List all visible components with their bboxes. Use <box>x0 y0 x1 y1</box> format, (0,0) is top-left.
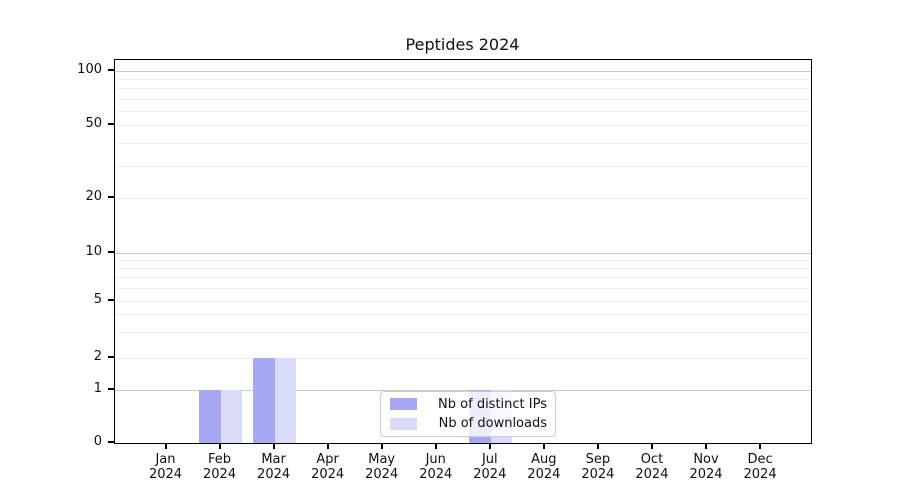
gridline-minor <box>115 332 811 334</box>
gridline-minor <box>115 259 811 261</box>
x-tick-mark <box>542 444 545 449</box>
y-tick-mark <box>108 441 114 443</box>
x-tick-year: 2024 <box>311 467 345 482</box>
gridline-minor <box>115 267 811 269</box>
chart-title: Peptides 2024 <box>405 35 520 54</box>
gridline-minor <box>115 98 811 100</box>
gridline-minor <box>115 165 811 167</box>
x-tick-mark <box>488 444 491 449</box>
gridline-minor <box>115 142 811 144</box>
x-tick-mark <box>759 444 762 449</box>
gridline-major <box>115 389 811 391</box>
y-tick-label: 100 <box>77 61 102 77</box>
y-tick-label: 20 <box>85 188 102 204</box>
gridline-minor <box>115 125 811 127</box>
x-tick-label: Jul 2024 <box>460 452 520 482</box>
legend: Nb of distinct IPs Nb of downloads <box>380 391 556 437</box>
bar-downloads <box>220 389 243 443</box>
gridline-minor <box>115 287 811 289</box>
x-tick-label: Oct 2024 <box>622 452 682 482</box>
y-tick-mark <box>108 195 114 198</box>
x-tick-month: Sep <box>585 452 611 467</box>
legend-item-distinct-ips: Nb of distinct IPs <box>390 396 547 413</box>
x-tick-month: Oct <box>640 452 664 467</box>
y-tick-mark <box>108 68 114 71</box>
y-tick-label: 1 <box>93 380 102 396</box>
x-tick-year: 2024 <box>365 467 399 482</box>
x-tick-mark <box>272 444 275 449</box>
y-tick-label: 0 <box>93 434 102 449</box>
y-tick-label: 50 <box>85 116 102 132</box>
x-tick-month: Mar <box>261 452 286 467</box>
legend-item-downloads: Nb of downloads <box>390 416 547 433</box>
x-tick-label: Apr 2024 <box>298 452 358 482</box>
gridline-minor <box>115 110 811 112</box>
x-tick-month: Nov <box>693 452 719 467</box>
y-tick-mark <box>108 355 114 358</box>
x-tick-mark <box>164 444 167 449</box>
gridline-minor <box>115 300 811 302</box>
x-tick-mark <box>326 444 329 449</box>
x-tick-label: May 2024 <box>352 452 412 482</box>
x-tick-month: Apr <box>316 452 339 467</box>
x-tick-year: 2024 <box>743 467 777 482</box>
x-tick-label: Jan 2024 <box>136 452 196 482</box>
plot-area: Nb of distinct IPs Nb of downloads <box>114 59 812 444</box>
x-tick-year: 2024 <box>148 467 183 482</box>
legend-swatch-distinct-ips <box>390 398 417 411</box>
x-tick-label: Dec 2024 <box>730 452 790 482</box>
gridline-major <box>115 252 811 254</box>
x-tick-year: 2024 <box>689 467 723 482</box>
x-tick-mark <box>380 444 383 449</box>
y-tick-mark <box>108 123 114 126</box>
x-tick-month: Jul <box>481 452 498 467</box>
x-tick-year: 2024 <box>527 467 561 482</box>
x-tick-mark <box>650 444 653 449</box>
gridline-major <box>115 70 811 72</box>
y-tick-label: 10 <box>85 243 102 259</box>
x-tick-year: 2024 <box>581 467 615 482</box>
x-tick-month: Jan <box>155 452 176 467</box>
x-tick-month: May <box>368 452 396 467</box>
legend-swatch-downloads <box>390 417 417 430</box>
y-tick-label: 5 <box>93 291 102 307</box>
x-tick-mark <box>434 444 437 449</box>
x-tick-label: Nov 2024 <box>676 452 736 482</box>
x-tick-label: Aug 2024 <box>514 452 574 482</box>
x-tick-mark <box>218 444 221 449</box>
x-tick-mark <box>596 444 599 449</box>
y-tick-mark <box>108 387 114 390</box>
bar-distinct-ips <box>253 357 275 443</box>
gridline-minor <box>115 357 811 359</box>
gridline-minor <box>115 78 811 80</box>
y-tick-label: 2 <box>93 348 102 364</box>
x-tick-year: 2024 <box>635 467 669 482</box>
bar-distinct-ips <box>199 389 221 443</box>
x-tick-month: Feb <box>208 452 232 467</box>
bar-downloads <box>274 357 297 443</box>
x-tick-year: 2024 <box>419 467 453 482</box>
x-tick-label: Feb 2024 <box>190 452 250 482</box>
x-tick-mark <box>705 444 707 449</box>
x-tick-label: Sep 2024 <box>568 452 628 482</box>
gridline-minor <box>115 277 811 279</box>
x-tick-month: Dec <box>747 452 773 467</box>
x-tick-year: 2024 <box>473 467 507 482</box>
legend-label-downloads: Nb of downloads <box>438 416 547 432</box>
x-tick-month: Jun <box>425 452 446 467</box>
gridline-minor <box>115 314 811 316</box>
legend-label-distinct-ips: Nb of distinct IPs <box>438 396 547 412</box>
gridline-minor <box>115 88 811 90</box>
x-tick-label: Jun 2024 <box>406 452 466 482</box>
x-tick-year: 2024 <box>257 467 291 482</box>
x-tick-year: 2024 <box>203 467 237 482</box>
y-tick-mark <box>108 298 114 301</box>
x-tick-label: Mar 2024 <box>244 452 304 482</box>
gridline-minor <box>115 197 811 199</box>
y-tick-mark <box>108 250 114 253</box>
x-tick-month: Aug <box>531 452 557 467</box>
